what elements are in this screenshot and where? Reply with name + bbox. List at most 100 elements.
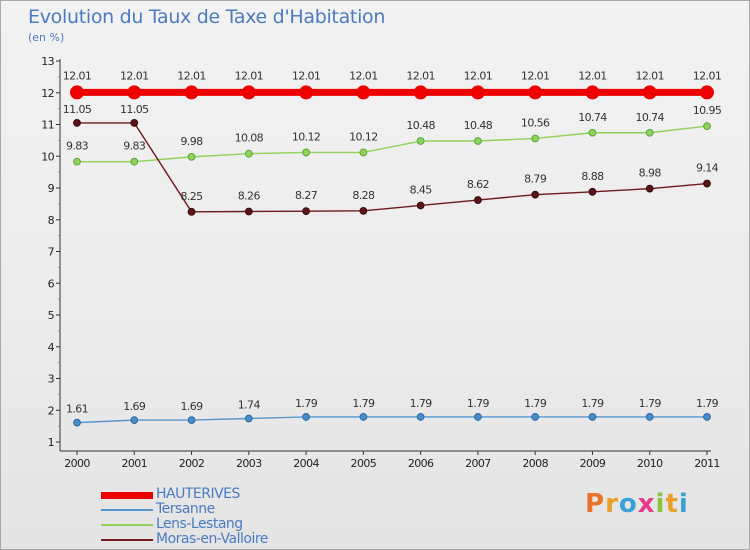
logo-letter: o — [618, 489, 638, 519]
y-tick-label: 3 — [48, 373, 55, 386]
data-label: 11.05 — [63, 103, 92, 116]
data-point — [130, 416, 139, 424]
data-point — [645, 413, 654, 421]
x-tick-label: 2002 — [179, 457, 205, 470]
data-label: 1.79 — [639, 397, 662, 410]
data-point — [184, 85, 199, 100]
y-tick-label: 10 — [41, 150, 54, 163]
data-label: 8.62 — [467, 178, 489, 191]
data-point — [470, 85, 485, 100]
data-label: 1.79 — [696, 397, 719, 410]
data-label: 12.01 — [693, 69, 722, 82]
legend-swatch — [101, 509, 153, 511]
y-tick-label: 8 — [48, 214, 55, 227]
data-label: 9.83 — [66, 140, 89, 153]
data-label: 9.83 — [123, 140, 146, 153]
legend-item: Lens-Lestang — [101, 516, 341, 533]
data-point — [474, 137, 482, 145]
legend-item: Tersanne — [101, 501, 341, 518]
series-line-2 — [76, 125, 708, 163]
data-point — [359, 148, 368, 157]
legend-swatch — [101, 491, 153, 499]
data-label: 8.79 — [524, 173, 547, 186]
y-tick-label: 7 — [48, 246, 55, 259]
data-point — [302, 207, 310, 216]
data-point — [474, 413, 482, 421]
data-point — [187, 207, 196, 216]
y-tick-label: 9 — [48, 182, 55, 195]
data-point — [416, 201, 425, 210]
data-label: 12.01 — [292, 69, 321, 82]
data-point — [244, 149, 253, 158]
y-tick-label: 2 — [48, 404, 54, 417]
data-label: 8.98 — [639, 167, 662, 180]
data-point — [416, 413, 425, 421]
data-point — [703, 413, 711, 421]
legend-swatch — [101, 539, 153, 541]
data-label: 12.01 — [635, 69, 664, 82]
data-label: 1.61 — [66, 403, 88, 416]
data-label: 10.95 — [693, 104, 722, 117]
data-label: 10.48 — [406, 119, 435, 132]
chart-title: Evolution du Taux de Taxe d'Habitation — [28, 6, 386, 28]
data-label: 10.56 — [521, 116, 550, 129]
x-tick-label: 2001 — [121, 457, 147, 470]
y-tick-label: 6 — [48, 277, 55, 290]
data-point — [416, 137, 425, 145]
data-label: 8.28 — [352, 189, 375, 202]
y-tick-label: 5 — [48, 309, 55, 322]
data-label: 12.01 — [578, 69, 607, 82]
data-label: 1.79 — [467, 397, 490, 410]
data-point — [528, 85, 543, 100]
data-point — [359, 413, 368, 421]
data-point — [187, 152, 196, 161]
data-label: 1.69 — [180, 400, 203, 413]
data-point — [302, 148, 310, 157]
data-label: 1.79 — [410, 397, 433, 410]
data-label: 12.01 — [120, 69, 149, 82]
data-label: 10.48 — [464, 119, 493, 132]
data-label: 1.79 — [295, 397, 318, 410]
y-tick-label: 4 — [48, 341, 55, 354]
data-label: 8.88 — [581, 170, 604, 183]
data-point — [531, 134, 540, 143]
legend-item: Moras-en-Valloire — [101, 531, 341, 548]
data-label: 1.79 — [524, 397, 547, 410]
legend-swatch — [101, 524, 153, 526]
data-point — [645, 184, 654, 193]
y-tick-label: 1 — [48, 436, 54, 449]
data-point — [73, 418, 81, 427]
data-point — [356, 85, 371, 100]
data-point — [299, 85, 314, 100]
logo-letter: r — [605, 489, 619, 519]
data-label: 11.05 — [120, 103, 149, 116]
data-point — [588, 187, 597, 196]
legend-label: Lens-Lestang — [156, 516, 243, 532]
data-label: 12.01 — [177, 69, 206, 82]
data-label: 1.69 — [123, 400, 146, 413]
data-label: 1.79 — [352, 397, 375, 410]
legend-label: Moras-en-Valloire — [156, 531, 268, 547]
x-tick-label: 2007 — [465, 457, 491, 470]
y-tick-label: 12 — [41, 87, 54, 100]
data-point — [474, 196, 482, 204]
data-point — [642, 85, 657, 100]
y-unit-label: (en %) — [28, 31, 65, 44]
data-point — [73, 157, 81, 166]
x-tick-label: 2008 — [522, 457, 548, 470]
data-point — [588, 128, 597, 137]
data-label: 8.45 — [410, 183, 433, 196]
logo-letter: x — [637, 489, 656, 519]
data-label: 1.79 — [581, 397, 604, 410]
data-point — [531, 413, 540, 421]
y-tick-label: 11 — [41, 119, 54, 132]
data-label: 10.12 — [349, 130, 378, 143]
logo-letter: P — [585, 489, 606, 519]
legend-item: HAUTERIVES — [101, 486, 341, 503]
data-point — [700, 85, 714, 100]
data-label: 9.98 — [180, 135, 203, 148]
data-point — [413, 85, 428, 100]
x-tick-label: 2010 — [637, 457, 663, 470]
